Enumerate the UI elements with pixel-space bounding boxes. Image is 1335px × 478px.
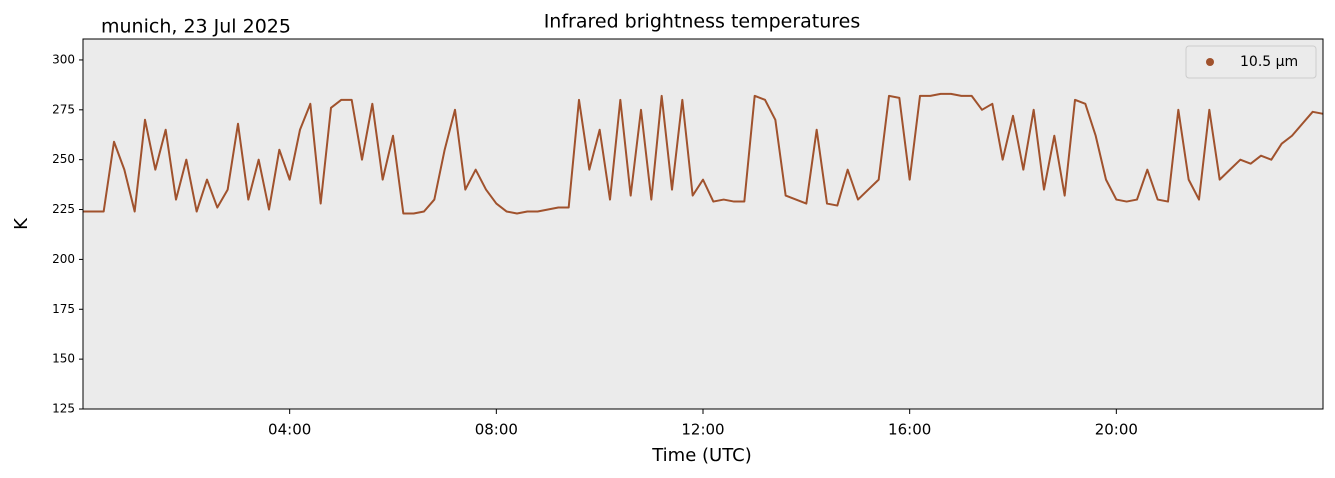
y-tick-label: 150 <box>52 352 75 366</box>
series-line <box>83 92 1324 215</box>
plot-frame <box>82 38 1324 410</box>
chart-title: Infrared brightness temperatures <box>544 11 861 33</box>
y-tick-label: 275 <box>52 102 75 116</box>
y-tick-label: 300 <box>52 52 75 66</box>
annotation: munich, 23 Jul 2025 <box>101 16 291 38</box>
y-tick-label: 125 <box>52 402 75 416</box>
x-tick-label: 08:00 <box>475 421 518 439</box>
y-tick-label: 200 <box>52 252 75 266</box>
legend-box <box>1185 45 1317 79</box>
legend-marker <box>1206 58 1214 66</box>
legend-label: 10.5 µm <box>1240 54 1298 70</box>
y-tick-label: 225 <box>52 202 75 216</box>
x-tick-label: 16:00 <box>888 421 931 439</box>
x-tick-label: 20:00 <box>1095 421 1138 439</box>
x-axis-label: Time (UTC) <box>651 445 752 466</box>
y-tick-label: 250 <box>52 152 75 166</box>
y-tick-label: 175 <box>52 302 75 316</box>
plot-area <box>83 39 1323 409</box>
x-tick-label: 04:00 <box>268 421 311 439</box>
y-axis-label: K <box>11 217 32 230</box>
x-tick-label: 12:00 <box>681 421 724 439</box>
